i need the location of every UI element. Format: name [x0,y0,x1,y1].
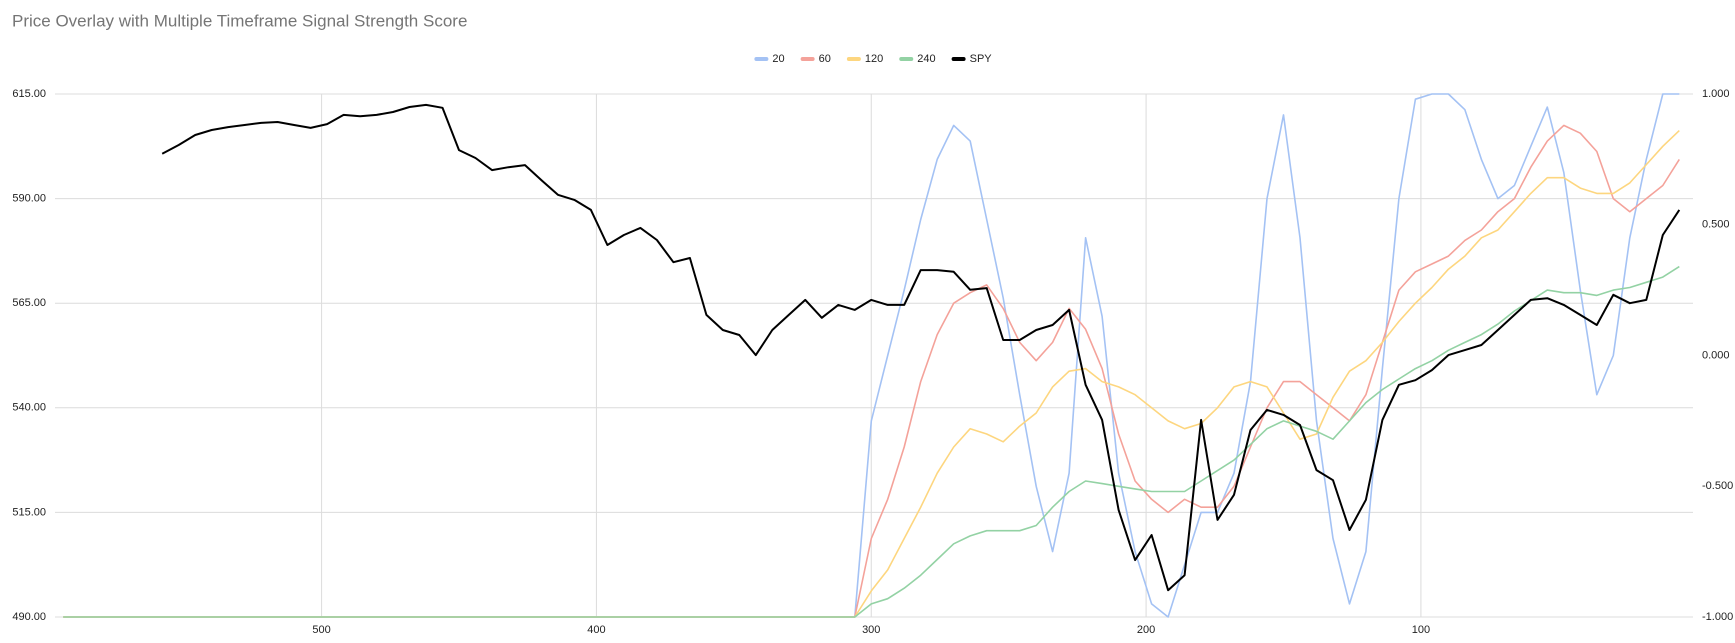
series-line [63,265,1680,618]
y2-tick-label: 0.000 [1702,349,1730,361]
y-tick-label: 590.00 [12,193,46,205]
legend-item: 120 [846,53,883,65]
y-tick-label: 615.00 [12,88,46,100]
y2-tick-label: 0.500 [1702,219,1730,231]
y2-tick-label: 1.000 [1702,88,1730,100]
legend: 20 60 120 240 SPY [754,53,993,65]
x-tick-label: 100 [1412,624,1430,636]
x-tick-label: 500 [312,624,330,636]
legend-label: SPY [970,53,993,65]
x-tick-label: 400 [587,624,605,636]
y-tick-label: 515.00 [12,506,46,518]
y-tick-label: 540.00 [12,402,46,414]
grid: 490.00 515.00 540.00 565.00 590.00 615.00 -1.0… [12,88,1733,636]
y-tick-label: 490.00 [12,611,46,623]
chart-title: Price Overlay with Multiple Timeframe Si… [12,11,467,30]
series-line [161,103,1681,592]
legend-label: 60 [819,53,831,65]
x-tick-label: 300 [862,624,880,636]
x-tick-label: 200 [1137,624,1155,636]
y-tick-label: 565.00 [12,297,46,309]
legend-item: 240 [899,53,936,65]
y2-tick-label: -1.000 [1702,611,1733,623]
plot-lines [63,93,1681,618]
legend-item: SPY [951,53,993,65]
legend-item: 60 [800,53,831,65]
legend-label: 20 [772,53,784,65]
y2-tick-label: -0.500 [1702,480,1733,492]
legend-label: 120 [865,53,883,65]
legend-label: 240 [917,53,935,65]
legend-item: 20 [754,53,785,65]
